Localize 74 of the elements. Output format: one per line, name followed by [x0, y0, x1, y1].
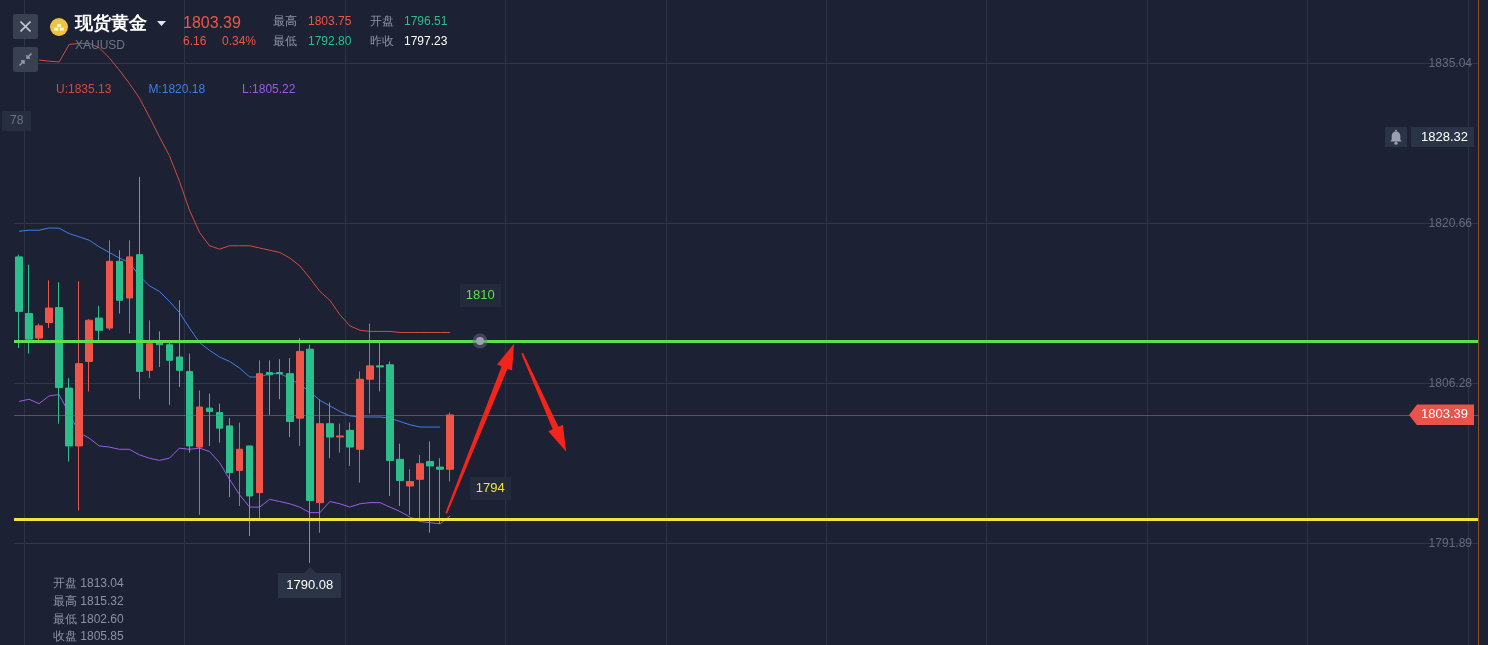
- annotation: 最高 1815.32: [53, 594, 124, 609]
- candlestick: [116, 249, 123, 315]
- candlestick: [216, 403, 223, 444]
- candlestick: [426, 440, 434, 534]
- candlestick: [85, 318, 93, 392]
- candlestick: [136, 176, 143, 400]
- candlestick: [75, 280, 83, 511]
- candlestick: [276, 358, 283, 400]
- candlestick: [186, 353, 193, 454]
- y-tick-label: 1835.04: [1428, 55, 1473, 70]
- annotation: 收盘 1805.85: [53, 629, 124, 644]
- annotation: 6.16: [183, 34, 207, 49]
- candlestick: [446, 412, 454, 483]
- series-label: U:1835.13: [56, 82, 112, 96]
- candlestick: [386, 360, 394, 497]
- text: 现货黄金: [75, 13, 147, 34]
- candlestick: [206, 393, 213, 447]
- annotation: 最低 1802.60: [53, 612, 124, 627]
- candlestick: [236, 422, 243, 507]
- annotation: 最低: [273, 34, 297, 49]
- candlestick: [196, 389, 203, 516]
- candlestick: [336, 423, 344, 454]
- annotation: 开盘: [370, 14, 394, 29]
- candlestick: [256, 359, 263, 520]
- annotation: 1796.51: [404, 14, 448, 29]
- candlestick: [396, 443, 404, 507]
- text: XAUUSD: [75, 38, 126, 53]
- candlestick: [176, 299, 183, 388]
- annotation: 昨收: [370, 34, 394, 49]
- candlestick: [376, 342, 384, 392]
- candlestick: [246, 445, 253, 537]
- annotation: 1792.80: [308, 34, 352, 49]
- candlestick: [356, 370, 364, 484]
- text: M:1820.18: [148, 82, 206, 96]
- annotation: 最高: [273, 14, 297, 29]
- line-series: [18, 394, 451, 525]
- candlestick: [15, 254, 23, 349]
- candlestick: [286, 357, 294, 438]
- annotation: 0.34%: [222, 34, 257, 49]
- candlestick: [306, 344, 314, 564]
- candlestick: [146, 319, 153, 379]
- annotation: 78: [2, 111, 32, 131]
- y-tick-label: 1806.28: [1428, 375, 1473, 390]
- candlestick: [366, 323, 374, 415]
- annotation: 开盘 1813.04: [53, 576, 124, 591]
- candlestick: [266, 359, 273, 416]
- candlestick: [226, 417, 233, 498]
- ref-line-label: 1803.39: [1409, 404, 1474, 426]
- candlestick: [316, 398, 324, 534]
- candlestick: [126, 239, 133, 335]
- candlestick: [55, 281, 63, 425]
- annotation: 1790.08: [278, 572, 342, 598]
- ref-line-label: 1810: [459, 283, 501, 307]
- candlestick: [406, 468, 414, 516]
- line-series: [18, 227, 441, 428]
- candlestick: [106, 239, 113, 331]
- candlestick: [45, 279, 53, 329]
- text: L:1805.22: [242, 82, 296, 96]
- annotation: 1828.32: [1411, 126, 1474, 148]
- y-tick-label: 1791.89: [1428, 535, 1473, 550]
- candlestick: [326, 402, 334, 459]
- candlestick: [25, 264, 33, 355]
- annotation: 1803.75: [308, 14, 352, 29]
- candlestick: [65, 377, 73, 463]
- candlestick: [166, 342, 173, 406]
- candlestick: [296, 337, 304, 447]
- y-tick-label: 1820.66: [1428, 215, 1473, 230]
- annotation: 1797.23: [404, 34, 448, 49]
- candlestick: [35, 323, 43, 341]
- candlestick: [346, 422, 354, 467]
- candlestick: [436, 457, 444, 525]
- candlestick: [416, 454, 424, 520]
- ref-line-label: 1794: [469, 476, 511, 500]
- annotation: 1803.39: [183, 14, 241, 33]
